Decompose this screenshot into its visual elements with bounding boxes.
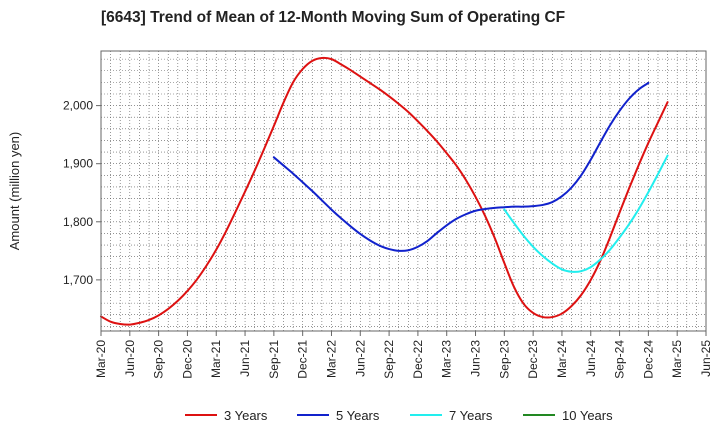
- legend-item-3-years: 3 Years: [185, 408, 268, 423]
- y-axis: 1,700 1,800 1,900 2,000: [63, 99, 101, 287]
- legend-label: 5 Years: [336, 408, 380, 423]
- grid-layer: [101, 51, 706, 331]
- x-tick-label: Jun-23: [469, 340, 483, 377]
- x-tick-label: Jun-24: [584, 340, 598, 377]
- x-axis: Mar-20 Jun-20 Sep-20 Dec-20 Mar-21 Jun-21 Sep-…: [94, 331, 713, 379]
- x-tick-label: Mar-23: [440, 340, 454, 378]
- y-axis-title: Amount (million yen): [7, 132, 22, 251]
- legend-item-7-years: 7 Years: [410, 408, 493, 423]
- legend-label: 7 Years: [449, 408, 493, 423]
- legend-label: 10 Years: [562, 408, 613, 423]
- x-tick-label: Dec-24: [641, 340, 655, 379]
- x-tick-label: Mar-20: [94, 340, 108, 378]
- x-tick-label: Dec-21: [296, 340, 310, 379]
- legend-item-10-years: 10 Years: [523, 408, 613, 423]
- x-tick-label: Mar-25: [670, 340, 684, 378]
- x-tick-label: Dec-20: [180, 340, 194, 379]
- x-tick-label: Sep-22: [382, 340, 396, 379]
- chart-title: [6643] Trend of Mean of 12-Month Moving …: [101, 9, 566, 26]
- plot-area: [101, 51, 706, 331]
- x-tick-label: Dec-22: [411, 340, 425, 379]
- series-line-5-years: [272, 81, 650, 252]
- series-layer: [100, 56, 669, 326]
- x-tick-label: Dec-23: [526, 340, 540, 379]
- x-tick-label: Sep-20: [152, 340, 166, 379]
- y-tick-label: 1,700: [63, 273, 93, 287]
- series-line-3-years: [100, 56, 669, 326]
- x-tick-label: Jun-22: [353, 340, 367, 377]
- x-tick-label: Sep-23: [497, 340, 511, 379]
- y-tick-label: 1,900: [63, 157, 93, 171]
- x-tick-label: Mar-21: [209, 340, 223, 378]
- x-tick-label: Mar-24: [555, 340, 569, 378]
- legend-label: 3 Years: [224, 408, 268, 423]
- legend-item-5-years: 5 Years: [297, 408, 380, 423]
- plot-frame: [100, 50, 707, 332]
- x-tick-label: Jun-20: [123, 340, 137, 377]
- x-tick-label: Jun-25: [699, 340, 713, 377]
- y-tick-label: 1,800: [63, 215, 93, 229]
- series-line-7-years: [503, 154, 669, 273]
- x-tick-label: Jun-21: [238, 340, 252, 377]
- y-tick-label: 2,000: [63, 99, 93, 113]
- x-tick-label: Sep-24: [613, 340, 627, 379]
- x-tick-label: Mar-22: [324, 340, 338, 378]
- legend: 3 Years 5 Years 7 Years 10 Years: [185, 408, 613, 423]
- x-tick-label: Sep-21: [267, 340, 281, 379]
